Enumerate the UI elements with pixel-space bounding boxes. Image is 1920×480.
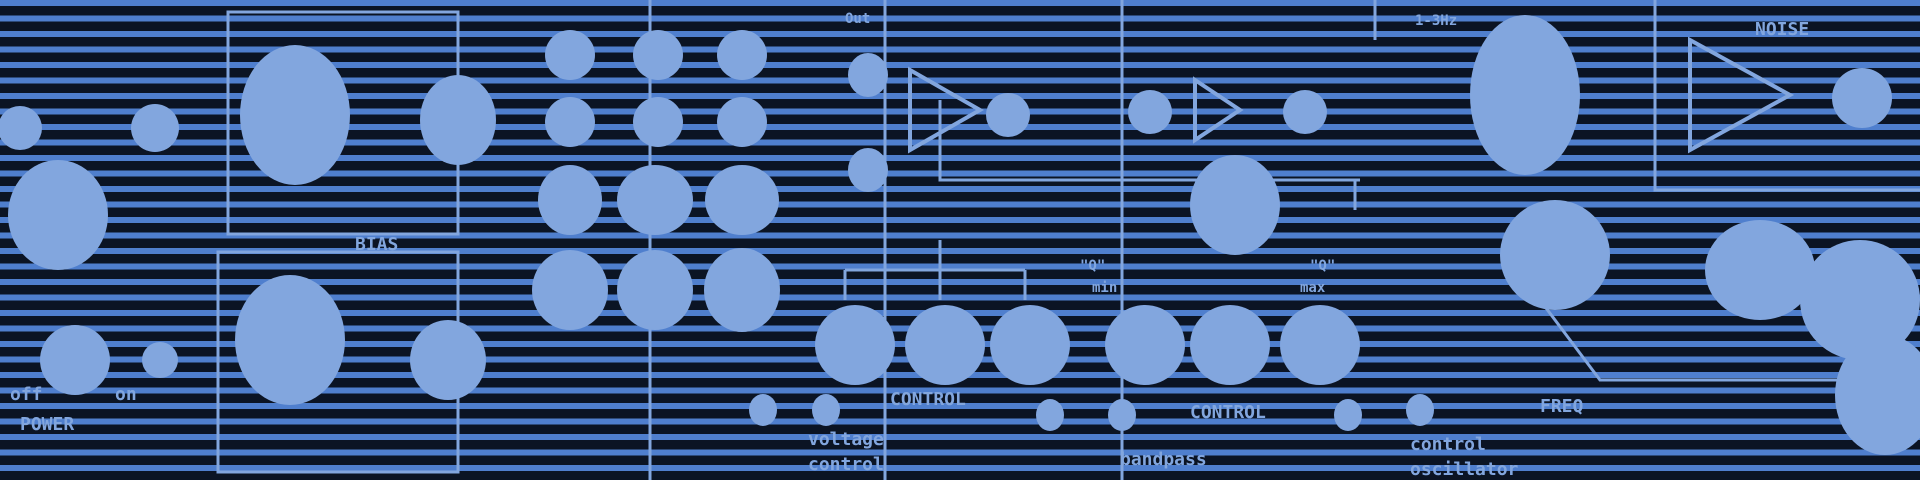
knob-shape (8, 160, 108, 270)
label-control: CONTROL (890, 389, 966, 410)
label-q: "Q" (1080, 258, 1105, 274)
knob-shape (1190, 305, 1270, 385)
knob-shape (240, 45, 350, 185)
knob-shape (142, 342, 178, 378)
knob-shape (990, 305, 1070, 385)
knob-shape (704, 248, 780, 332)
label-oscillator: oscillator (1410, 459, 1519, 480)
amplifier-symbol (1688, 36, 1795, 154)
label-power: POWER (20, 414, 74, 435)
knob-shape (1105, 305, 1185, 385)
knob-shape (1036, 399, 1064, 431)
knob-shape (1800, 240, 1920, 360)
knob-shape (633, 30, 683, 80)
knob-shape (1128, 90, 1172, 134)
knob-shape (812, 394, 840, 426)
label-bias: BIAS (355, 234, 398, 255)
knob-shape (705, 165, 779, 235)
panel-dividers (216, 0, 1920, 480)
knob-shape (235, 275, 345, 405)
knob-shape (905, 305, 985, 385)
knob-shape (1470, 15, 1580, 175)
knob-shape (1835, 335, 1920, 455)
knob-shape (815, 305, 895, 385)
label-control: CONTROL (1190, 402, 1266, 423)
knob-shape (717, 30, 767, 80)
knob-shape (0, 106, 42, 150)
label-bandpass: bandpass (1120, 449, 1207, 470)
knob-shape (1283, 90, 1327, 134)
knob-shape (545, 97, 595, 147)
label-max: max (1300, 280, 1326, 296)
label-q: "Q" (1310, 258, 1335, 274)
knob-shape (1280, 305, 1360, 385)
knob-shape (986, 93, 1030, 137)
knob-shape (420, 75, 496, 165)
label-on: on (115, 384, 137, 405)
knob-shape (1500, 200, 1610, 310)
label-noise: NOISE (1755, 19, 1809, 40)
knob-shape (40, 325, 110, 395)
label-voltage: voltage (808, 429, 884, 450)
knob-shape (749, 394, 777, 426)
knob-shape (848, 148, 888, 192)
knob-shape (617, 250, 693, 330)
knob-shape (538, 165, 602, 235)
knob-shape (617, 165, 693, 235)
knob-shape (848, 53, 888, 97)
label-min: min (1092, 280, 1117, 296)
knob-shape (1705, 220, 1815, 320)
label-out: Out (845, 11, 870, 27)
knob-shape (1190, 155, 1280, 255)
knob-shape (1334, 399, 1362, 431)
knob-shape (410, 320, 486, 400)
label-control-osc: control (1410, 434, 1486, 455)
knob-shape (545, 30, 595, 80)
knob-shape (633, 97, 683, 147)
knob-shape (532, 250, 608, 330)
amplifier-symbol (1193, 76, 1244, 144)
knob-shape (1406, 394, 1434, 426)
label-off: off (10, 384, 43, 405)
knob-shape (1832, 68, 1892, 128)
knob-shape (131, 104, 179, 152)
label-freq: FREQ (1540, 396, 1584, 417)
knob-shape (717, 97, 767, 147)
label-range: 1-3Hz (1415, 13, 1457, 29)
amplifier-symbol (908, 66, 985, 154)
label-control-word: control (808, 454, 884, 475)
knob-shape (1108, 399, 1136, 431)
